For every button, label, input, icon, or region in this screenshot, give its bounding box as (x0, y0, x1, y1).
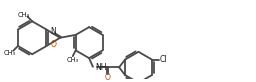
Text: NH: NH (95, 63, 106, 72)
Text: CH₃: CH₃ (17, 12, 29, 18)
Text: Cl: Cl (160, 55, 167, 64)
Text: O: O (51, 40, 57, 49)
Text: O: O (104, 72, 110, 82)
Text: CH₃: CH₃ (67, 57, 79, 63)
Text: CH₃: CH₃ (3, 50, 15, 56)
Text: N: N (50, 27, 56, 36)
